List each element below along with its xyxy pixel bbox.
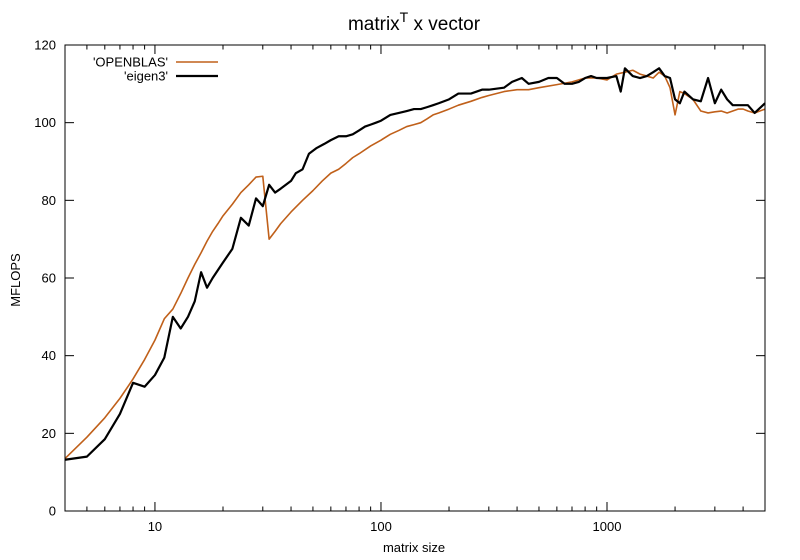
series-line-eigen3: [64, 67, 766, 461]
y-tick-label: 80: [42, 193, 56, 208]
y-tick-label: 60: [42, 271, 56, 286]
legend-label-openblas: 'OPENBLAS': [93, 55, 168, 70]
y-tick-label: 100: [34, 115, 56, 130]
y-axis-label: MFLOPS: [8, 253, 23, 307]
chart-title-superscript: T: [400, 9, 409, 25]
y-tick-label: 20: [42, 426, 56, 441]
y-tick-label: 120: [34, 38, 56, 53]
plot-border: [64, 44, 766, 512]
y-tick-label: 0: [49, 504, 56, 519]
x-axis-label: matrix size: [383, 540, 445, 555]
series-line-openblas: [64, 69, 766, 460]
chart-title: matrixT x vector: [348, 9, 481, 35]
x-tick-label: 100: [370, 519, 392, 534]
x-tick-label: 1000: [593, 519, 622, 534]
series-lines: [64, 67, 766, 461]
tick-labels: 0 20 40 60 80 100 120 10 100 1000: [34, 38, 621, 535]
y-tick-label: 40: [42, 348, 56, 363]
legend-label-eigen3: 'eigen3': [124, 69, 168, 84]
chart-title-rest: x vector: [408, 14, 480, 35]
legend: 'OPENBLAS''eigen3': [93, 55, 218, 84]
ticks: [64, 44, 766, 512]
x-tick-label: 10: [148, 519, 162, 534]
chart-title-base: matrix: [348, 14, 400, 35]
